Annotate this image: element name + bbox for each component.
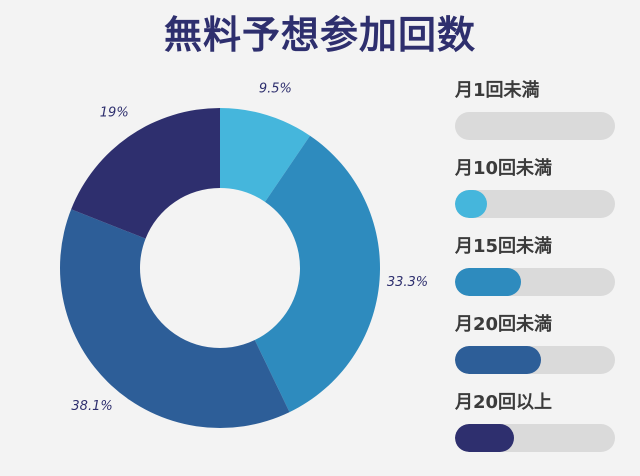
donut-slice [220, 108, 311, 202]
legend-bar-track [455, 424, 615, 452]
legend-label: 月20回未満 [455, 314, 553, 335]
slice-value-label: 38.1% [71, 399, 112, 414]
legend-bar-fill [455, 346, 542, 374]
donut-slice [71, 108, 220, 239]
chart-title: 無料予想参加回数 [163, 13, 476, 57]
legend-bar-fill [455, 268, 521, 296]
legend-bar-track [455, 112, 615, 140]
legend-label: 月15回未満 [455, 236, 553, 257]
legend-bar-fill [455, 190, 487, 218]
legend: 月1回未満 月10回未満 月15回未満 月20回未満 月20回以上 [455, 76, 625, 466]
slice-value-label: 9.5% [259, 81, 292, 96]
donut-slice [254, 135, 380, 413]
slice-value-label: 33.3% [387, 275, 428, 290]
legend-item: 月20回以上 [455, 388, 625, 466]
legend-bar-track [455, 268, 615, 296]
legend-item: 月15回未満 [455, 232, 625, 310]
donut-chart: 9.5% 33.3% 38.1% 19% [59, 81, 428, 428]
legend-label: 月1回未満 [455, 80, 540, 101]
legend-bar-track [455, 346, 615, 374]
legend-bar-fill [455, 424, 515, 452]
legend-bar-track [455, 190, 615, 218]
legend-item: 月1回未満 [455, 76, 625, 154]
legend-item: 月20回未満 [455, 310, 625, 388]
legend-item: 月10回未満 [455, 154, 625, 232]
slice-value-label: 19% [100, 106, 129, 121]
legend-label: 月10回未満 [455, 158, 553, 179]
donut-slice [59, 209, 290, 428]
legend-label: 月20回以上 [455, 392, 553, 413]
